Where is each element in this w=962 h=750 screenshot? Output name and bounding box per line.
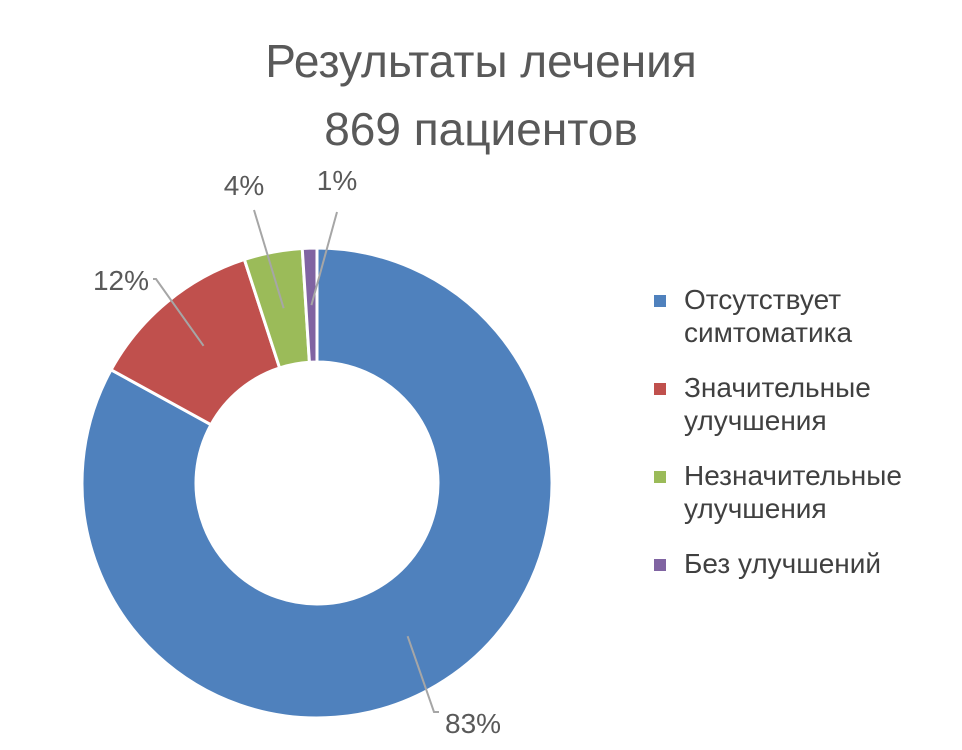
legend-item-significant: Значительные улучшения <box>654 371 954 437</box>
legend-swatch <box>654 559 666 572</box>
legend: Отсутствует симтоматика Значительные улучш… <box>654 283 954 580</box>
legend-label: Без улучшений <box>684 548 882 580</box>
data-label-significant: 12% <box>93 265 149 296</box>
legend-label: Отсутствует симтоматика <box>684 284 853 349</box>
legend-item-minor: Незначительные улучшения <box>654 459 954 525</box>
data-label-absent-symptoms: 83% <box>445 708 501 739</box>
leader-line-minor <box>253 209 285 309</box>
slice-absent-symptoms <box>80 246 554 720</box>
legend-label: Незначительные улучшения <box>684 460 902 525</box>
leader-line-no-improvement <box>310 211 338 306</box>
legend-swatch <box>654 471 666 484</box>
chart-title-line-2: 869 пациентов <box>324 103 638 155</box>
legend-label: Значительные улучшения <box>684 372 871 437</box>
legend-item-no-improvement: Без улучшений <box>654 547 954 580</box>
leader-line-absent-symptoms <box>406 635 439 713</box>
chart-title-line-1: Результаты лечения <box>265 35 697 87</box>
slice-no-improvement <box>300 246 319 364</box>
data-label-no-improvement: 1% <box>317 165 357 196</box>
data-label-minor: 4% <box>224 170 264 201</box>
leader-line-significant <box>153 278 205 347</box>
legend-item-absent-symptoms: Отсутствует симтоматика <box>654 283 954 349</box>
legend-swatch <box>654 295 666 307</box>
legend-swatch <box>654 383 666 396</box>
